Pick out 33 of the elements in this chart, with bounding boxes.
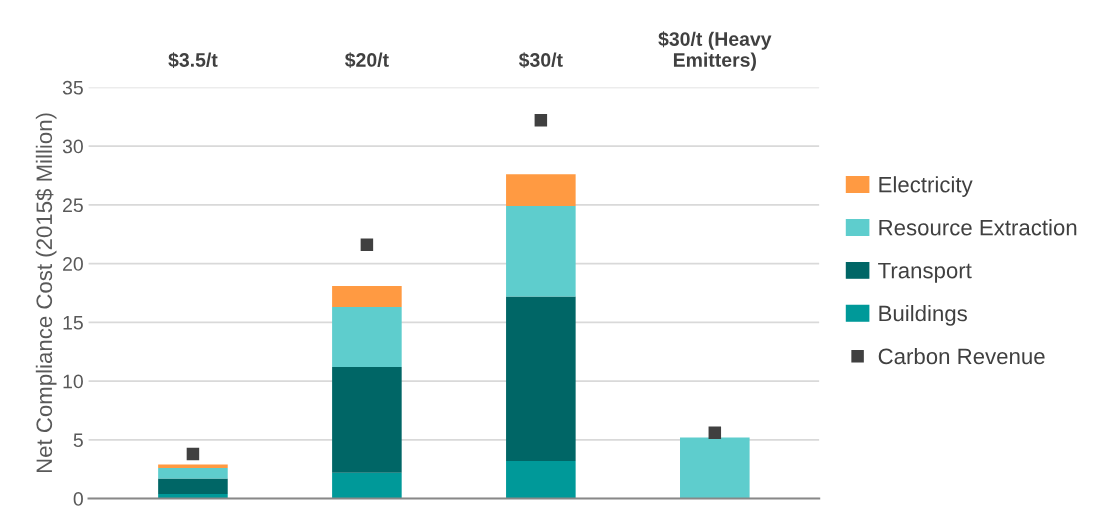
point: [186, 447, 200, 461]
legend-label: Buildings: [879, 305, 967, 326]
bar: [506, 296, 576, 461]
x-tick-label: $20/t: [344, 52, 389, 69]
y-tick-label: 30: [62, 139, 83, 154]
x-tick-label: $30/t: [518, 52, 563, 69]
bar: [506, 174, 576, 207]
y-tick-label: 20: [63, 257, 83, 271]
bar: [158, 478, 228, 494]
y-tick-label: 35: [62, 80, 83, 95]
point: [708, 426, 722, 440]
y-tick-label: 15: [63, 316, 83, 330]
y-tick-label: 25: [63, 198, 83, 213]
bar: [680, 437, 750, 499]
bar: [332, 367, 402, 473]
y-tick-label: 10: [63, 374, 83, 389]
x-tick-label: $3.5/t: [168, 52, 218, 69]
legend-label: Resource Extraction: [879, 219, 1077, 236]
legend-label: Electricity: [879, 176, 973, 197]
y-tick-label: 5: [73, 433, 83, 448]
legend-label: Carbon Revenue: [878, 347, 1045, 365]
bar: [332, 285, 402, 308]
point: [534, 114, 548, 127]
point: [360, 238, 374, 252]
bar: [158, 468, 228, 479]
bar: [506, 206, 576, 297]
bar: [332, 307, 402, 367]
y-tick-label: 0: [73, 492, 83, 506]
bar: [506, 460, 576, 499]
x-tick-label: $30/t (Heavy Emitters): [658, 31, 772, 71]
legend-label: Transport: [878, 262, 972, 283]
bar: [332, 472, 402, 499]
y-axis-title: Net Compliance Cost (2015$ Million): [35, 113, 57, 473]
